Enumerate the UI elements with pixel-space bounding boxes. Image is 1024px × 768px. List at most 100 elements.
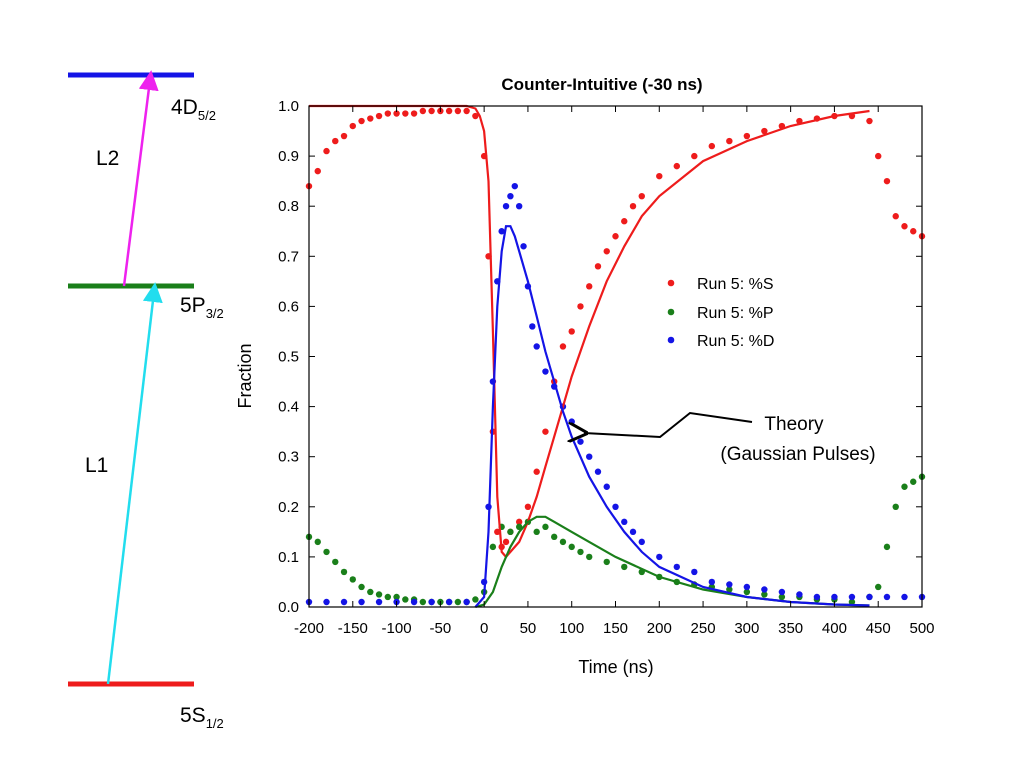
data-point: [520, 243, 527, 250]
data-point: [726, 581, 733, 588]
data-point: [367, 588, 374, 596]
level-5p-sub: 3/2: [206, 306, 224, 321]
data-point: [568, 543, 575, 551]
data-point: [621, 518, 628, 526]
legend-label-p: Run 5: %P: [697, 305, 773, 322]
data-point: [384, 593, 392, 601]
chart-title: Counter-Intuitive (-30 ns): [501, 75, 702, 94]
data-point: [559, 343, 567, 350]
data-point: [875, 583, 882, 591]
y-tick-label: 0.0: [278, 599, 299, 616]
data-point: [502, 203, 510, 210]
data-point: [454, 598, 462, 606]
data-point: [428, 598, 435, 606]
data-point: [866, 117, 873, 125]
data-point: [901, 223, 908, 230]
data-point: [332, 137, 339, 145]
data-point: [813, 593, 821, 601]
l2-label: L2: [96, 147, 119, 170]
theory-annotation: Theory (Gaussian Pulses): [584, 411, 876, 465]
x-tick-label: -200: [294, 620, 324, 637]
data-point: [691, 568, 698, 576]
data-point: [533, 343, 540, 350]
legend-label-d: Run 5: %D: [697, 333, 774, 350]
x-axis-label: Time (ns): [578, 657, 653, 677]
data-point: [410, 598, 418, 606]
data-point: [726, 137, 733, 145]
x-tick-label: 100: [559, 620, 584, 637]
y-tick-label: 0.9: [278, 148, 299, 165]
data-point: [358, 583, 365, 591]
x-tick-label: 350: [778, 620, 803, 637]
data-point: [656, 172, 663, 180]
data-point: [358, 598, 365, 606]
data-point: [340, 598, 348, 606]
theory-pointer: [584, 411, 753, 437]
data-point: [691, 152, 698, 160]
data-point: [656, 553, 663, 561]
data-point: [507, 192, 514, 200]
data-point: [761, 591, 768, 598]
data-point: [524, 503, 532, 510]
x-tick-label: 400: [822, 620, 847, 637]
data-point: [743, 583, 751, 591]
level-5p-main: 5P: [180, 294, 206, 317]
data-point: [638, 192, 645, 200]
data-point: [551, 533, 558, 541]
data-point: [875, 152, 882, 160]
data-point: [323, 147, 330, 155]
data-point: [375, 112, 383, 120]
l2-beam-arrow: [122, 70, 159, 287]
data-point: [831, 593, 838, 601]
level-5s-main: 5S: [180, 704, 206, 727]
data-point: [419, 107, 427, 115]
data-point: [629, 528, 637, 536]
data-point: [542, 368, 549, 375]
data-point: [621, 218, 628, 225]
x-tick-label: 150: [603, 620, 628, 637]
data-point: [419, 598, 427, 606]
l1-label: L1: [85, 454, 108, 477]
theory-curve-d: [474, 225, 870, 608]
data-point: [603, 558, 610, 566]
x-tick-label: 50: [520, 620, 537, 637]
data-point: [511, 182, 518, 190]
level-4d-main: 4D: [171, 96, 198, 119]
data-point: [603, 248, 610, 255]
data-point: [586, 453, 593, 460]
chart: Counter-Intuitive (-30 ns) -200 -150 -100-…: [235, 75, 935, 677]
legend: Run 5: %S Run 5: %P Run 5: %D: [667, 276, 774, 350]
data-point: [594, 263, 602, 270]
theory-curve-s: [309, 104, 870, 559]
x-tick-label: 450: [866, 620, 891, 637]
data-point: [796, 591, 803, 598]
data-point: [638, 538, 645, 546]
data-point: [402, 596, 409, 603]
data-point: [402, 110, 409, 117]
series-s-points: [305, 107, 926, 551]
data-point: [542, 428, 549, 435]
level-5s-label: 5S1/2: [180, 704, 224, 731]
y-tick-label: 0.2: [278, 499, 299, 516]
data-point: [910, 228, 917, 235]
data-point: [866, 593, 873, 601]
data-point: [463, 107, 470, 115]
data-point: [314, 167, 321, 175]
x-tick-label: -50: [430, 620, 452, 637]
data-point: [603, 483, 610, 490]
data-point: [349, 122, 356, 130]
data-point: [848, 593, 856, 601]
data-point: [445, 107, 453, 115]
data-point: [463, 598, 470, 606]
data-point: [778, 588, 786, 596]
data-point: [393, 593, 400, 601]
data-point: [577, 303, 584, 310]
data-layer: [305, 104, 926, 609]
level-4d-label: 4D5/2: [171, 96, 216, 123]
data-point: [314, 538, 321, 546]
data-point: [454, 107, 462, 115]
data-point: [883, 593, 891, 601]
series-p-points: [305, 473, 926, 606]
y-tick-label: 0.8: [278, 198, 299, 215]
x-tick-label: 300: [734, 620, 759, 637]
